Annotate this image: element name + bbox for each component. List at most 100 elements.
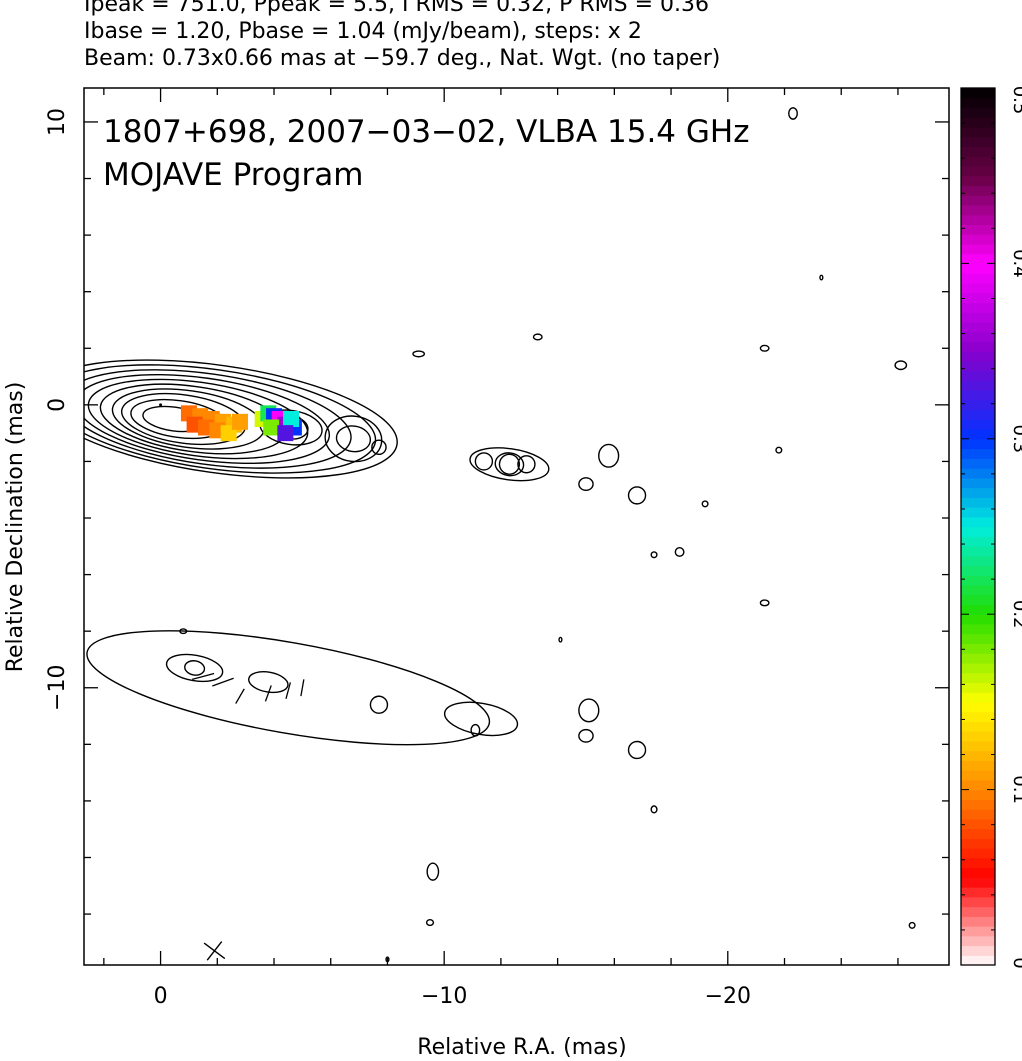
colorbar-step bbox=[961, 97, 995, 109]
polarization-pixel-layer bbox=[180, 405, 302, 442]
colorbar-step bbox=[961, 185, 995, 196]
colorbar-step bbox=[961, 818, 995, 830]
colorbar-step bbox=[961, 701, 995, 713]
colorbar-step bbox=[961, 809, 995, 820]
contour-blob-upper-9 bbox=[759, 599, 770, 607]
colorbar-step bbox=[961, 292, 995, 303]
pol-vector-1 bbox=[212, 677, 234, 687]
contour-blob-lower-7 bbox=[908, 921, 916, 929]
colorbar-step bbox=[961, 575, 995, 586]
colorbar-step bbox=[961, 312, 995, 323]
colorbar-label: 0 bbox=[1009, 957, 1022, 968]
y-tick-label: −10 bbox=[45, 665, 70, 711]
colorbar-step bbox=[961, 477, 995, 489]
beam-minor-axis bbox=[206, 941, 223, 961]
colorbar-step bbox=[961, 419, 995, 430]
colorbar-label: 0.5 bbox=[1009, 86, 1022, 115]
header-line-1: Ipeak = 751.0, Ppeak = 5.5, I RMS = 0.32… bbox=[84, 0, 709, 17]
contour-blob-upper-5 bbox=[627, 486, 647, 505]
frac-pol-pixel-9 bbox=[231, 413, 248, 430]
core-marker bbox=[159, 403, 163, 407]
colorbar-step bbox=[961, 614, 995, 625]
pol-vector-4 bbox=[285, 682, 292, 699]
contour-blob-upper-0 bbox=[371, 439, 387, 456]
contour-blob-upper-6 bbox=[701, 500, 709, 508]
colorbar-step bbox=[961, 711, 995, 722]
colorbar-step bbox=[961, 448, 995, 459]
colorbar-step bbox=[961, 468, 995, 479]
colorbar-step bbox=[961, 516, 995, 528]
contour-pol-knot-b-0 bbox=[443, 701, 519, 737]
colorbar-step bbox=[961, 857, 995, 869]
colorbar-step bbox=[961, 584, 995, 596]
colorbar-label: 0.2 bbox=[1009, 600, 1022, 629]
contour-blob-lower-5 bbox=[426, 862, 440, 881]
x-axis-label: Relative R.A. (mas) bbox=[417, 1035, 626, 1060]
contour-blob-upper-4 bbox=[578, 477, 594, 491]
colorbar-step bbox=[961, 731, 995, 742]
colorbar-step bbox=[961, 107, 995, 118]
contour-blob-lower-9 bbox=[179, 628, 188, 635]
contour-blob-upper-11 bbox=[775, 446, 783, 454]
colorbar-step bbox=[961, 935, 995, 947]
colorbar-step bbox=[961, 487, 995, 498]
contour-blob-lower-3 bbox=[627, 740, 647, 760]
contour-core-jet-6 bbox=[84, 373, 331, 465]
colorbar-step bbox=[961, 243, 995, 255]
colorbar-step bbox=[961, 507, 995, 518]
colorbar-step bbox=[961, 409, 995, 420]
colorbar-step bbox=[961, 916, 995, 927]
x-tick-label: −20 bbox=[705, 984, 751, 1009]
contour-blob-upper-2 bbox=[517, 455, 536, 474]
colorbar-step bbox=[961, 760, 995, 771]
contour-jet-knot-c-0 bbox=[498, 453, 521, 475]
source-annotation: 1807+698, 2007−03−02, VLBA 15.4 GHz bbox=[103, 114, 749, 150]
colorbar-step bbox=[961, 536, 995, 547]
colorbar-step bbox=[961, 555, 995, 567]
colorbar-step bbox=[961, 497, 995, 508]
colorbar-step bbox=[961, 672, 995, 684]
frac-pol-pixel-16 bbox=[283, 410, 300, 427]
colorbar: 0 0.1 0.2 0.3 0.4 0.5 bbox=[960, 86, 1022, 969]
colorbar-step bbox=[961, 165, 995, 177]
colorbar-step bbox=[961, 594, 995, 606]
contour-blob-upper-7 bbox=[674, 547, 685, 557]
pol-vector-5 bbox=[300, 679, 305, 697]
contour-blob-upper-14 bbox=[532, 333, 543, 341]
colorbar-step bbox=[961, 623, 995, 635]
program-annotation: MOJAVE Program bbox=[103, 157, 363, 193]
colorbar-frame bbox=[960, 87, 996, 966]
colorbar-step bbox=[961, 204, 995, 216]
header-line-2: Ibase = 1.20, Pbase = 1.04 (mJy/beam), s… bbox=[84, 19, 642, 44]
colorbar-step bbox=[961, 565, 995, 576]
contour-blob-upper-12 bbox=[894, 360, 908, 371]
colorbar-step bbox=[961, 273, 995, 284]
colorbar-step bbox=[961, 692, 995, 703]
colorbar-step bbox=[961, 770, 995, 781]
contour-pol-jet-0 bbox=[86, 630, 491, 746]
contour-jet-knot-c-2 bbox=[469, 447, 550, 482]
colorbar-step bbox=[961, 341, 995, 352]
contour-blob-upper-1 bbox=[474, 452, 494, 471]
pol-vector-0 bbox=[191, 672, 215, 681]
pol-vector-3 bbox=[264, 685, 272, 702]
axis-ticks: 0 −10 −20 10 0 −10 bbox=[45, 88, 949, 1009]
colorbar-step bbox=[961, 926, 995, 937]
colorbar-step bbox=[961, 526, 995, 537]
colorbar-step bbox=[961, 750, 995, 761]
colorbar-step bbox=[961, 955, 995, 966]
contour-core-jet-5 bbox=[87, 378, 309, 460]
pol-vector-2 bbox=[235, 688, 245, 704]
contour-blob-lower-10 bbox=[470, 723, 481, 737]
contour-pol-core-1 bbox=[165, 653, 224, 683]
colorbar-step bbox=[961, 126, 995, 138]
colorbar-step bbox=[961, 779, 995, 791]
contour-blob-upper-15 bbox=[412, 350, 426, 358]
frac-pol-pixel-18 bbox=[277, 425, 294, 442]
colorbar-step bbox=[961, 896, 995, 908]
colorbar-step bbox=[961, 838, 995, 849]
contour-jet-knot-b-0 bbox=[335, 425, 372, 453]
x-tick-label: −10 bbox=[421, 984, 467, 1009]
colorbar-step bbox=[961, 175, 995, 187]
